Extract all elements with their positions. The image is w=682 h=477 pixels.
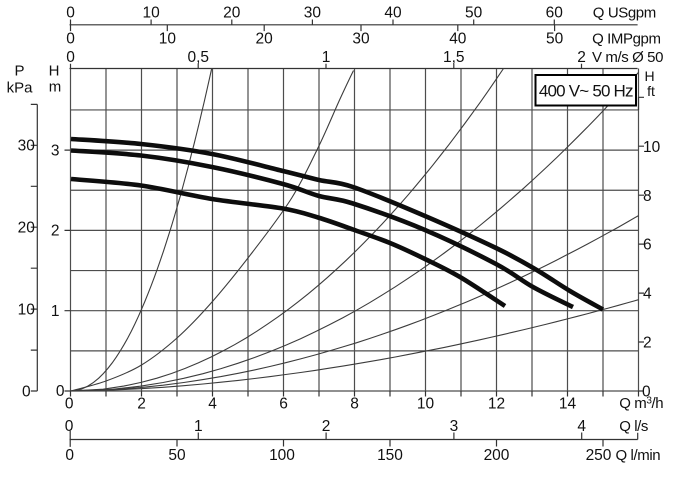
svg-text:P: P [14,63,24,80]
svg-text:0,5: 0,5 [187,49,209,66]
svg-text:10: 10 [643,139,661,156]
svg-text:30: 30 [18,138,36,155]
svg-text:12: 12 [488,396,505,413]
svg-text:10: 10 [417,396,435,413]
svg-text:10: 10 [143,5,161,22]
svg-text:Q USgpm: Q USgpm [593,5,656,22]
svg-text:400 V~ 50 Hz: 400 V~ 50 Hz [539,82,633,101]
svg-text:2: 2 [643,335,652,352]
svg-text:4: 4 [208,396,217,413]
svg-text:ft: ft [647,83,655,99]
svg-text:30: 30 [352,31,370,48]
svg-text:2: 2 [577,49,586,66]
svg-text:6: 6 [643,237,652,254]
svg-text:4: 4 [643,286,652,303]
svg-text:0: 0 [56,383,65,400]
svg-text:2: 2 [51,223,60,240]
svg-text:14: 14 [559,396,577,413]
svg-text:0: 0 [66,49,75,66]
svg-text:2: 2 [137,396,146,413]
svg-text:0: 0 [66,31,75,48]
svg-text:8: 8 [350,396,359,413]
svg-text:250: 250 [586,447,612,464]
svg-text:kPa: kPa [7,80,34,97]
svg-text:30: 30 [304,5,322,22]
svg-text:V m/s Ø 50: V m/s Ø 50 [592,49,663,66]
svg-text:50: 50 [168,447,186,464]
svg-text:200: 200 [484,447,510,464]
svg-text:3: 3 [51,142,60,159]
svg-text:0: 0 [22,383,31,400]
svg-text:1: 1 [322,49,331,66]
svg-text:Q IMPgpm: Q IMPgpm [592,31,660,48]
svg-text:20: 20 [256,31,274,48]
svg-text:H: H [49,63,60,80]
svg-text:2: 2 [322,418,331,435]
svg-text:100: 100 [269,447,295,464]
svg-text:50: 50 [546,31,564,48]
svg-text:H: H [644,68,654,84]
svg-text:10: 10 [159,31,177,48]
svg-text:8: 8 [643,188,652,205]
svg-text:6: 6 [279,396,288,413]
svg-text:3: 3 [450,418,459,435]
svg-text:1: 1 [194,418,203,435]
svg-text:Q l/min: Q l/min [616,447,661,464]
svg-text:150: 150 [377,447,403,464]
svg-text:40: 40 [384,5,402,22]
svg-text:1,5: 1,5 [443,49,465,66]
svg-text:Q m3/h: Q m3/h [619,395,663,412]
svg-text:0: 0 [65,447,74,464]
svg-text:20: 20 [223,5,241,22]
svg-text:10: 10 [18,301,36,318]
svg-text:0: 0 [65,418,74,435]
svg-text:60: 60 [546,5,564,22]
svg-text:m: m [49,79,62,96]
svg-text:Q l/s: Q l/s [619,418,648,435]
svg-text:40: 40 [449,31,467,48]
svg-text:0: 0 [65,396,74,413]
svg-text:20: 20 [18,220,36,237]
svg-text:1: 1 [51,303,60,320]
svg-text:0: 0 [642,384,651,401]
svg-text:4: 4 [577,418,586,435]
svg-text:0: 0 [66,5,75,22]
svg-text:50: 50 [465,5,483,22]
